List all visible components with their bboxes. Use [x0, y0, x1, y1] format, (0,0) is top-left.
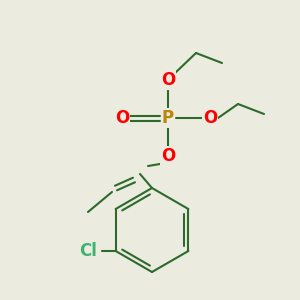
Text: Cl: Cl	[79, 242, 97, 260]
Text: P: P	[162, 109, 174, 127]
Text: O: O	[203, 109, 217, 127]
Text: O: O	[161, 71, 175, 89]
Text: O: O	[115, 109, 129, 127]
Text: O: O	[161, 147, 175, 165]
